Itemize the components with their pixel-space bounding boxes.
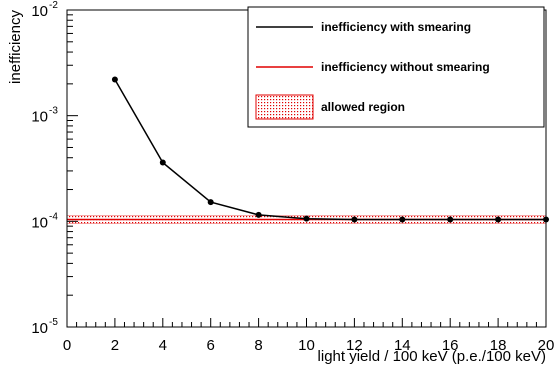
y-axis: 10-510-410-310-2 (31, 0, 78, 337)
y-tick-label: 10 (31, 214, 48, 231)
x-tick-label: 0 (63, 337, 71, 354)
x-tick-label: 16 (442, 337, 459, 354)
y-tick-label: 10 (31, 109, 48, 126)
x-tick-label: 6 (207, 337, 215, 354)
legend-swatch-allowed-region (255, 94, 314, 120)
y-tick-exponent: -2 (49, 0, 58, 11)
y-tick-exponent: -5 (49, 317, 58, 328)
x-tick-label: 18 (490, 337, 507, 354)
data-point-18 (495, 216, 502, 223)
data-point-6 (207, 199, 214, 206)
with-smearing-line (114, 79, 546, 221)
x-tick-label: 2 (111, 337, 119, 354)
data-point-16 (447, 216, 454, 223)
data-point-14 (399, 216, 406, 223)
y-tick-exponent: -3 (49, 106, 58, 117)
data-point-8 (255, 211, 262, 218)
x-tick-label: 4 (159, 337, 167, 354)
series-with-smearing (111, 76, 549, 223)
y-tick-label: 10 (31, 3, 48, 20)
data-point-12 (351, 216, 358, 223)
data-point-10 (303, 215, 310, 222)
x-axis: 0 2 4 6 8 10 12 14 16 18 20 (63, 318, 555, 354)
legend: inefficiency with smearing inefficiency … (247, 6, 545, 128)
legend-label-allowed-region: allowed region (321, 100, 405, 114)
y-tick-label: 10 (31, 320, 48, 337)
x-axis-title: light yield / 100 keV (p.e./100 keV) (318, 348, 546, 365)
legend-label-without-smearing: inefficiency without smearing (321, 60, 490, 74)
x-tick-label: 14 (394, 337, 411, 354)
data-point-4 (159, 159, 166, 166)
data-point-2 (111, 76, 118, 83)
x-tick-label: 10 (298, 337, 315, 354)
y-axis-title: inefficiency (7, 10, 24, 84)
y-tick-exponent: -4 (49, 211, 58, 222)
legend-label-with-smearing: inefficiency with smearing (321, 20, 471, 34)
x-tick-label: 20 (538, 337, 555, 354)
x-tick-label: 8 (254, 337, 262, 354)
x-tick-label: 12 (346, 337, 363, 354)
